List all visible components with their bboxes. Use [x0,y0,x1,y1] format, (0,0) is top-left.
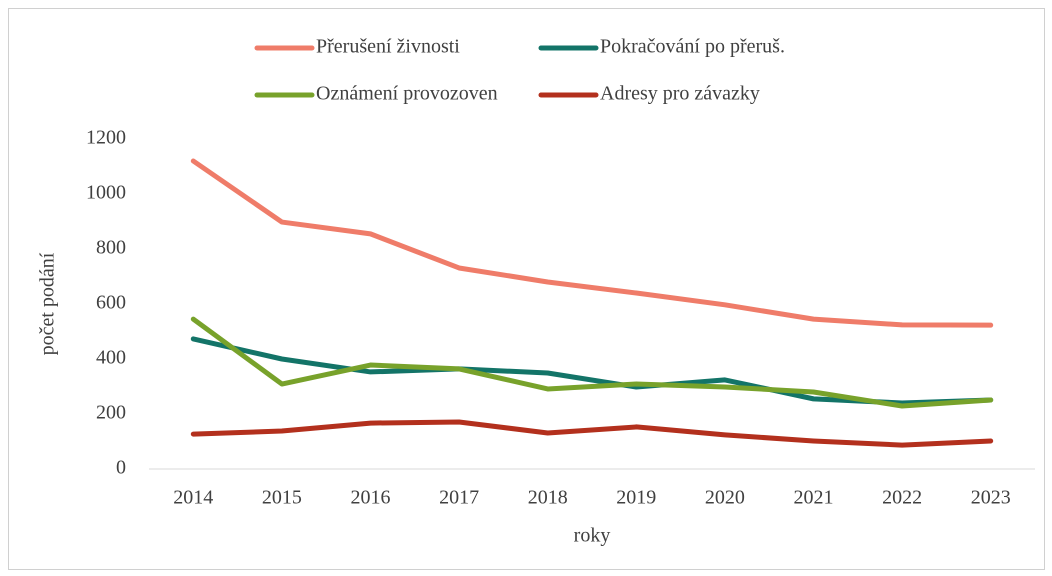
x-tick-label: 2014 [173,487,213,509]
legend-label: Přerušení živnosti [316,36,460,58]
legend-label: Adresy pro závazky [600,83,760,105]
x-tick-label: 2016 [351,487,391,509]
x-tick-label: 2018 [528,487,568,509]
x-tick-label: 2020 [705,487,745,509]
y-tick-label: 0 [116,457,126,479]
series-line [190,419,994,448]
y-tick-label: 200 [96,402,126,424]
x-tick-label: 2023 [971,487,1011,509]
legend-label: Oznámení provozoven [316,83,498,105]
y-tick-label: 800 [96,237,126,259]
y-tick-label: 1000 [86,182,126,204]
chart-frame [8,8,1045,570]
x-axis-label: roky [574,525,611,547]
x-tick-label: 2021 [794,487,834,509]
x-tick-label: 2015 [262,487,302,509]
y-tick-label: 1200 [86,127,126,149]
y-tick-label: 400 [96,347,126,369]
legend-label: Pokračování po přeruš. [600,36,785,58]
x-tick-label: 2017 [439,487,479,509]
y-axis-label: počet podání [37,252,59,355]
y-tick-label: 600 [96,292,126,314]
series-line [190,158,994,328]
x-tick-label: 2022 [882,487,922,509]
series-line [190,316,994,409]
x-tick-label: 2019 [616,487,656,509]
